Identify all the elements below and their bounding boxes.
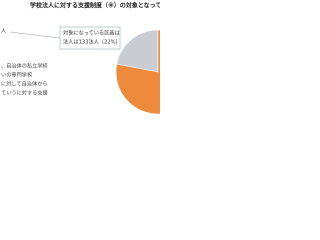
page: {"chart_data": {"type": "pie", "title": …	[0, 0, 160, 120]
note-line: ていうに対する支援	[1, 89, 49, 97]
note-line: 人	[1, 28, 6, 35]
leader-line	[9, 31, 61, 39]
chart: 学校法人に対する支援制度（※）の対象となっているか。 対象になっている区画は 法…	[0, 0, 160, 120]
note-line: 、自治体の私立学校	[1, 62, 48, 70]
pie-slice	[115, 29, 160, 115]
annotation-line: 対象になっている区画は	[63, 29, 120, 37]
pie-slice	[116, 29, 159, 73]
annotation-line: 法人は133法人（22%）	[63, 38, 121, 46]
chart-title: 学校法人に対する支援制度（※）の対象となっているか。	[30, 2, 160, 10]
note-line: いの専門学校	[1, 71, 32, 79]
note-line: に対して自治体から	[1, 80, 48, 88]
pie	[115, 29, 160, 115]
